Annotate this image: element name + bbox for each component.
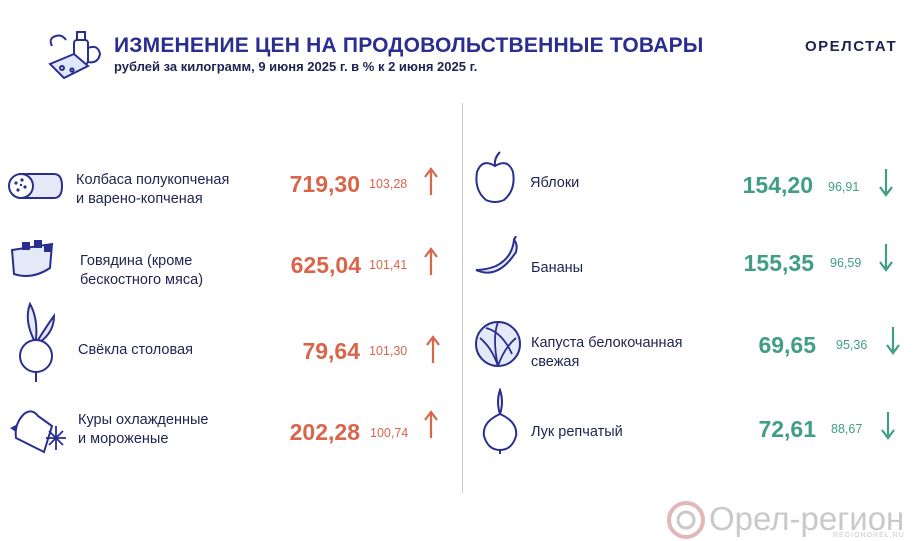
arrow-down-icon [879,244,893,272]
cabbage-icon [475,321,521,367]
item-label: Лук репчатый [531,424,623,440]
item-label: Бананы [531,260,584,276]
column-divider [462,103,463,493]
arrow-up-icon [424,247,438,275]
arrow-up-icon [424,410,438,438]
item-price: 155,35 [743,250,814,276]
sausage-icon [8,173,64,199]
arrow-down-icon [881,412,895,440]
arrow-up-icon [424,167,438,195]
chicken-icon [10,410,66,454]
item-price: 79,64 [302,338,360,364]
arrow-up-icon [426,335,440,363]
groceries-logo-icon [48,31,102,80]
beet-icon [19,301,56,382]
item-percent: 88,67 [831,422,863,436]
item-price: 72,61 [758,416,816,442]
item-label: Говядина (кроме бескостного мяса) [80,253,204,288]
item-price: 69,65 [758,332,816,358]
item-label: Яблоки [530,175,580,191]
arrow-down-icon [879,169,893,197]
item-label: Колбаса полукопченая и варено-копченая [76,172,230,207]
item-percent: 101,30 [369,344,408,358]
item-label: Свёкла столовая [78,342,193,358]
beef-icon [10,240,54,277]
watermark-logo-icon [667,501,705,539]
watermark-site: REGIONOREL.RU [833,532,905,539]
item-percent: 96,91 [828,180,860,194]
item-label: Куры охлажденные и мороженые [78,412,209,447]
item-price: 154,20 [742,172,813,198]
item-percent: 95,36 [836,338,868,352]
page-title: ИЗМЕНЕНИЕ ЦЕН НА ПРОДОВОЛЬСТВЕННЫЕ ТОВАР… [114,34,704,57]
item-price: 202,28 [289,419,360,445]
item-percent: 96,59 [830,256,862,270]
item-price: 719,30 [289,171,360,197]
item-percent: 101,41 [369,258,408,272]
brand-logo: ОРЕЛСТАТ [805,38,898,55]
page-subtitle: рублей за килограмм, 9 июня 2025 г. в % … [114,59,478,74]
item-percent: 100,74 [370,426,409,440]
item-label: Капуста белокочанная свежая [531,335,683,370]
arrow-down-icon [886,327,900,355]
banana-icon [475,236,518,274]
watermark-text: Орел-регион [709,500,905,537]
apple-icon [475,151,515,203]
onion-icon [482,388,518,454]
item-price: 625,04 [290,252,361,278]
item-percent: 103,28 [369,177,408,191]
